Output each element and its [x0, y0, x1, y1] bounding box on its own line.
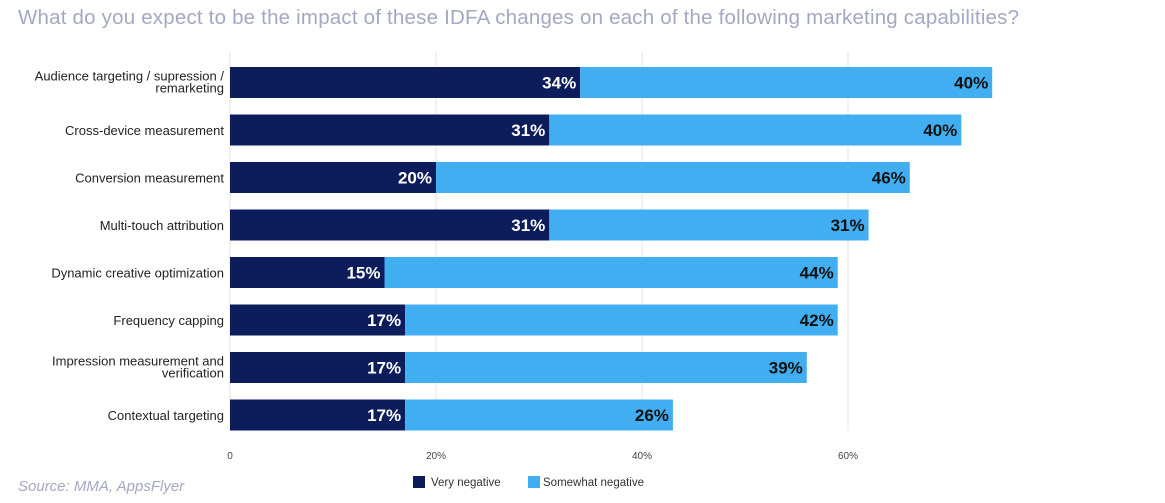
category-label: Cross-device measurement: [65, 123, 224, 138]
category-label-line: Audience targeting / supression /: [35, 69, 225, 84]
data-label: 17%: [367, 406, 401, 425]
data-label: 42%: [800, 311, 834, 330]
x-axis-ticks: 0 20% 40% 60%: [227, 451, 858, 462]
bar: [230, 304, 406, 336]
bar: [384, 257, 838, 288]
x-tick-label: 20%: [426, 451, 446, 462]
bar: [549, 209, 869, 241]
data-label: 46%: [872, 169, 906, 188]
bars: 34% 40% 31% 40% 20% 46% 31% 31% 15% 44% 17% 42% 17% 3…: [230, 67, 993, 431]
bar: [405, 352, 807, 383]
data-label: 15%: [346, 264, 380, 283]
data-label: 31%: [511, 216, 545, 235]
data-label: 31%: [511, 121, 545, 140]
bar: [230, 399, 406, 431]
category-label: Dynamic creative optimization: [51, 266, 224, 281]
x-tick-label: 60%: [838, 451, 858, 462]
bar: [405, 304, 838, 336]
bar: [405, 399, 673, 431]
category-label-line: remarketing: [155, 81, 224, 96]
bar: [436, 162, 910, 193]
chart-title: What do you expect to be the impact of t…: [18, 6, 1020, 29]
category-label-line: verification: [162, 366, 224, 381]
data-label: 39%: [769, 359, 803, 378]
category-label-line: Impression measurement and: [52, 354, 224, 369]
bar: [230, 257, 385, 288]
data-label: 34%: [542, 74, 576, 93]
data-label: 17%: [367, 311, 401, 330]
legend-swatch: [528, 476, 540, 488]
category-label: Conversion measurement: [75, 171, 224, 186]
data-label: 40%: [954, 74, 988, 93]
data-label: 20%: [398, 169, 432, 188]
data-label: 44%: [800, 264, 834, 283]
data-label: 40%: [923, 121, 957, 140]
legend: Very negative Somewhat negative: [413, 476, 644, 489]
data-label: 31%: [831, 216, 865, 235]
bar: [230, 352, 406, 383]
bar: [230, 114, 550, 146]
legend-swatch: [413, 476, 425, 488]
bar: [580, 67, 993, 98]
bar: [230, 162, 436, 193]
category-label: Multi-touch attribution: [100, 218, 224, 233]
source-note: Source: MMA, AppsFlyer: [18, 478, 185, 495]
category-labels: Audience targeting / supression / remarke…: [35, 69, 225, 424]
bar: [549, 114, 962, 146]
data-label: 17%: [367, 359, 401, 378]
category-label: Impression measurement and verification: [52, 354, 224, 381]
bar: [230, 209, 550, 241]
category-label: Contextual targeting: [108, 408, 224, 423]
bar: [230, 67, 581, 98]
legend-label: Somewhat negative: [543, 477, 644, 489]
category-label: Audience targeting / supression / remarke…: [35, 69, 225, 96]
x-tick-label: 40%: [632, 451, 652, 462]
x-tick-label: 0: [227, 451, 233, 462]
category-label: Frequency capping: [113, 313, 224, 328]
legend-label: Very negative: [431, 477, 501, 489]
data-label: 26%: [635, 406, 669, 425]
